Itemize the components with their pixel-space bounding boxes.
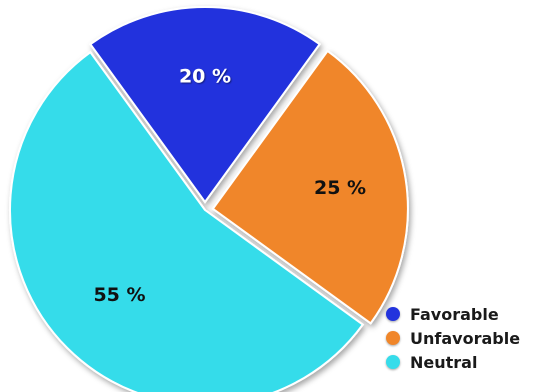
legend-item-unfavorable: Unfavorable — [386, 328, 520, 348]
legend-swatch-unfavorable — [386, 331, 400, 345]
pie-label-favorable: 20 % — [179, 66, 231, 88]
pie-label-unfavorable: 25 % — [314, 177, 366, 199]
pie-label-neutral: 55 % — [93, 284, 145, 306]
legend-swatch-favorable — [386, 307, 400, 321]
legend-label-favorable: Favorable — [410, 304, 499, 324]
legend-label-neutral: Neutral — [410, 352, 478, 372]
pie-slices — [9, 6, 409, 392]
legend: Favorable Unfavorable Neutral — [386, 304, 520, 372]
legend-item-favorable: Favorable — [386, 304, 520, 324]
pie-slice-favorable — [88, 6, 322, 204]
legend-item-neutral: Neutral — [386, 352, 520, 372]
pie-slice-neutral — [9, 50, 365, 392]
legend-swatch-neutral — [386, 355, 400, 369]
legend-label-unfavorable: Unfavorable — [410, 328, 521, 348]
pie-slice-labels: 20 % 25 % 55 % — [93, 66, 366, 306]
pie-slice-unfavorable — [211, 49, 409, 325]
